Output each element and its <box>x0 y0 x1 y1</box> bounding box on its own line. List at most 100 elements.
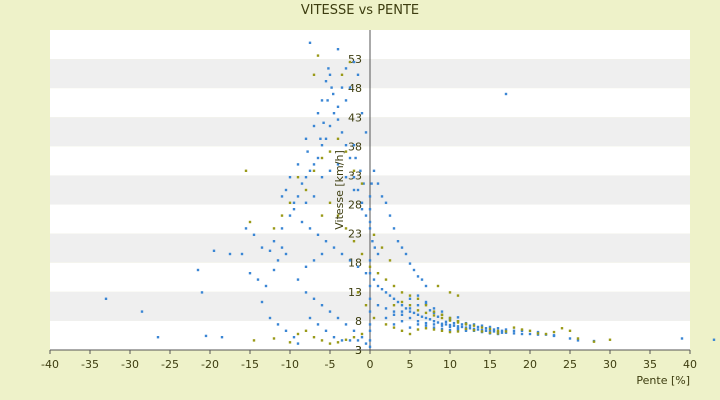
data-point <box>496 330 500 334</box>
data-point <box>416 320 420 323</box>
data-point <box>332 92 335 96</box>
data-point <box>354 156 357 160</box>
data-point <box>440 316 444 320</box>
data-point <box>480 328 484 332</box>
data-point <box>328 73 332 76</box>
y-tick-label: 53 <box>348 53 362 66</box>
data-point <box>608 338 612 341</box>
data-point <box>368 297 372 300</box>
data-point <box>296 195 300 198</box>
data-point <box>372 316 376 320</box>
data-point <box>504 92 508 96</box>
data-point <box>408 294 412 297</box>
data-point <box>492 328 496 331</box>
data-point <box>400 310 404 313</box>
data-point <box>288 201 292 204</box>
data-point <box>373 246 376 249</box>
data-point <box>296 176 300 179</box>
data-point <box>252 233 256 236</box>
data-point <box>456 327 460 330</box>
data-point <box>472 324 476 327</box>
data-point <box>220 336 224 339</box>
data-point <box>292 336 296 339</box>
data-point <box>268 249 272 252</box>
data-point <box>304 188 308 192</box>
data-point <box>440 310 444 313</box>
data-point <box>360 208 364 211</box>
data-point <box>284 252 288 256</box>
data-point <box>420 278 424 281</box>
data-point <box>368 259 372 262</box>
data-point <box>280 195 284 198</box>
data-point <box>371 240 374 243</box>
data-points <box>104 41 716 348</box>
data-point <box>452 324 456 327</box>
data-point <box>460 325 464 329</box>
data-point <box>312 297 316 300</box>
data-point <box>476 328 480 331</box>
data-point <box>348 156 352 160</box>
data-point <box>328 201 332 204</box>
data-point <box>376 252 380 256</box>
data-point <box>368 227 372 230</box>
y-tick-label: 23 <box>348 228 362 241</box>
y-tick-label: 8 <box>355 315 362 328</box>
data-point <box>388 294 392 297</box>
data-point <box>416 323 420 326</box>
data-point <box>240 252 244 256</box>
data-point <box>368 345 372 348</box>
data-point <box>336 341 340 344</box>
data-point <box>276 323 280 326</box>
data-point <box>304 291 308 294</box>
data-point <box>296 342 300 345</box>
data-point <box>228 252 232 256</box>
data-point <box>412 268 416 272</box>
data-point <box>340 73 344 76</box>
y-tick-label: 38 <box>348 140 362 153</box>
data-point <box>320 156 324 160</box>
data-point <box>328 124 332 128</box>
data-point <box>392 323 396 326</box>
data-point <box>272 240 276 243</box>
data-point <box>392 310 396 313</box>
data-point <box>284 188 288 192</box>
data-point <box>384 291 388 294</box>
data-point <box>392 313 396 316</box>
data-point <box>476 325 480 329</box>
data-point <box>408 332 412 336</box>
data-point <box>360 252 364 256</box>
data-point <box>512 329 516 332</box>
data-point <box>336 105 340 108</box>
data-point <box>408 297 412 300</box>
data-point <box>320 339 324 342</box>
data-point <box>536 332 540 335</box>
data-point <box>312 195 316 198</box>
data-point <box>320 252 324 256</box>
data-point <box>396 300 400 304</box>
data-point <box>520 332 524 336</box>
data-point <box>488 331 492 334</box>
data-point <box>344 323 348 326</box>
data-point <box>432 311 436 315</box>
data-point <box>304 329 308 332</box>
data-point <box>376 182 380 185</box>
data-point <box>324 329 328 332</box>
data-point <box>528 329 532 332</box>
data-point <box>320 214 324 217</box>
data-point <box>408 326 412 329</box>
data-point <box>416 297 420 300</box>
data-point <box>368 220 372 224</box>
data-point <box>536 330 540 334</box>
data-point <box>464 326 468 329</box>
data-point <box>480 324 484 327</box>
data-point <box>456 320 460 323</box>
data-point <box>328 310 332 313</box>
data-point <box>326 99 329 102</box>
data-point <box>440 327 444 331</box>
x-tick-label: -35 <box>81 358 99 371</box>
data-point <box>384 323 388 326</box>
data-point <box>312 124 316 128</box>
data-point <box>368 265 372 268</box>
data-point <box>372 233 376 236</box>
